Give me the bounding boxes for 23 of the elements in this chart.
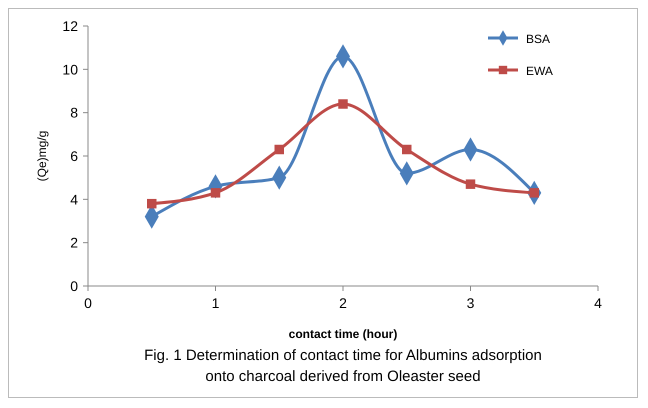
y-tick-label: 6 [70, 148, 78, 164]
legend-label: BSA [526, 32, 550, 46]
x-tick-label: 2 [339, 295, 348, 311]
x-tick-label: 3 [466, 295, 475, 311]
x-tick-label: 0 [84, 295, 92, 311]
x-tick-label: 1 [212, 295, 220, 311]
y-axis-title: (Qe)mg/g [35, 130, 49, 182]
x-tick-label: 4 [594, 295, 602, 311]
y-tick-label: 4 [70, 191, 78, 208]
point [274, 144, 284, 154]
y-tick-label: 2 [70, 234, 78, 251]
x-axis-title: contact time (hour) [288, 327, 398, 341]
legend-label: EWA [526, 64, 553, 78]
point [402, 144, 412, 154]
point [338, 99, 348, 109]
point [466, 179, 476, 189]
y-tick-label: 12 [62, 18, 78, 34]
y-tick-label: 0 [70, 278, 78, 294]
y-tick-label: 10 [62, 61, 78, 78]
point [147, 198, 156, 208]
caption: Fig. 1 Determination of contact time for Albumins adsorption onto charcoal derived from Oleaster seed [144, 347, 542, 385]
point [210, 188, 220, 198]
y-tick-label: 8 [70, 104, 78, 121]
